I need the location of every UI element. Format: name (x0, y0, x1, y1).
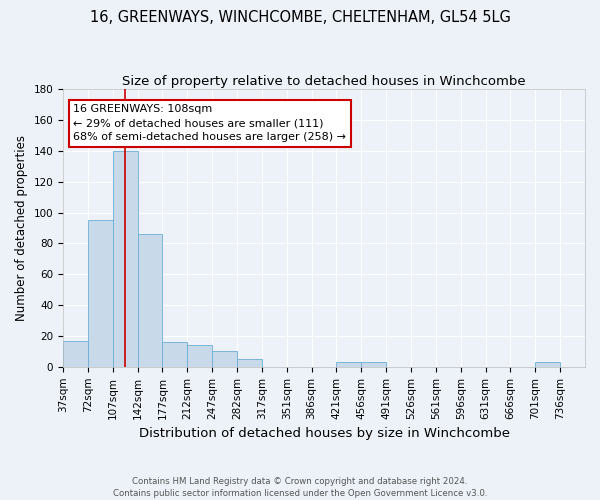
Bar (113, 151, 137, 367)
Bar (361, 362, 386, 367)
X-axis label: Distribution of detached houses by size in Winchcombe: Distribution of detached houses by size … (139, 427, 509, 440)
Bar (212, 352, 237, 367)
Text: 16, GREENWAYS, WINCHCOMBE, CHELTENHAM, GL54 5LG: 16, GREENWAYS, WINCHCOMBE, CHELTENHAM, G… (89, 10, 511, 25)
Bar (535, 362, 560, 367)
Title: Size of property relative to detached houses in Winchcombe: Size of property relative to detached ho… (122, 75, 526, 88)
Bar (187, 345, 212, 367)
Bar (237, 359, 262, 367)
Y-axis label: Number of detached properties: Number of detached properties (15, 135, 28, 321)
Bar (163, 342, 187, 367)
Text: Contains HM Land Registry data © Crown copyright and database right 2024.
Contai: Contains HM Land Registry data © Crown c… (113, 476, 487, 498)
Bar (137, 234, 163, 367)
Bar (63, 340, 88, 367)
Bar (88, 220, 113, 367)
Text: 16 GREENWAYS: 108sqm
← 29% of detached houses are smaller (111)
68% of semi-deta: 16 GREENWAYS: 108sqm ← 29% of detached h… (73, 104, 346, 142)
Bar (337, 362, 361, 367)
